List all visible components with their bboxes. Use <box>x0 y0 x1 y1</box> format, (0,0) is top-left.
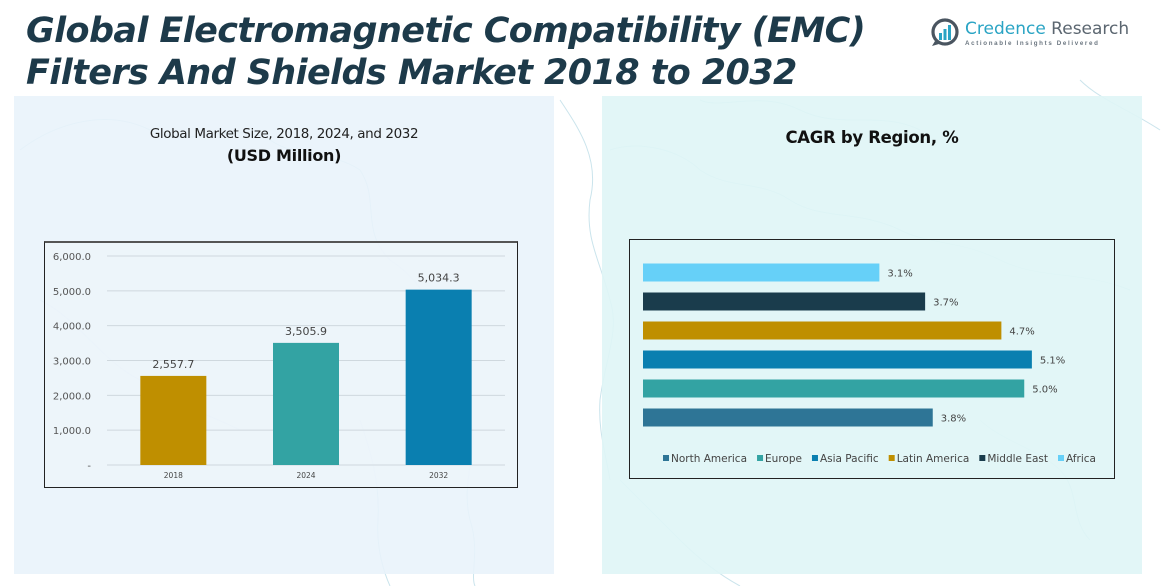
bar-value-label: 4.7% <box>1009 327 1034 338</box>
y-tick-label: - <box>87 461 91 472</box>
cagr-title: CAGR by Region, % <box>785 128 959 147</box>
legend-swatch <box>811 455 818 461</box>
market-size-unit: (USD Million) <box>226 146 342 165</box>
market-size-heading: Global Market Size, 2018, 2024, and 2032… <box>14 126 554 165</box>
legend-item-africa: Africa <box>1058 453 1096 465</box>
legend-label: Europe <box>765 453 802 465</box>
company-logo: Credence Research Actionable Insights De… <box>930 18 1129 48</box>
legend-label: Middle East <box>987 453 1048 465</box>
legend-item-asia-pacific: Asia Pacific <box>811 453 879 465</box>
x-tick-label: 2024 <box>296 471 315 480</box>
title-line-2: Filters And Shields Market 2018 to 2032 <box>26 53 797 93</box>
bar-value-label: 5.1% <box>1040 356 1065 367</box>
bar-2018 <box>140 375 207 465</box>
legend-label: Africa <box>1066 453 1096 465</box>
y-tick-label: 1,000.0 <box>53 426 91 437</box>
legend-swatch <box>888 455 895 461</box>
bar-value-label: 2,557.7 <box>152 358 194 371</box>
bar-value-label: 3.1% <box>887 269 912 280</box>
x-tick-label: 2018 <box>164 471 183 480</box>
page-title: Global Electromagnetic Compatibility (EM… <box>26 10 866 94</box>
legend-swatch <box>979 455 986 461</box>
bar-value-label: 5.0% <box>1032 385 1057 396</box>
bar-middle-east <box>643 292 926 311</box>
market-size-chart: - 1,000.0 2,000.0 3,000.0 4,000.0 5,000.0 6,00… <box>44 241 518 488</box>
legend-item-latin-america: Latin America <box>888 453 970 465</box>
legend-label: Asia Pacific <box>820 453 879 465</box>
logo-name: Credence Research <box>965 19 1130 39</box>
cagr-bar-chart: 3.8% 5.0% 5.1% 4.7% 3.7% 3.1% North America Eu… <box>643 263 1096 465</box>
legend-item-north-america: North America <box>663 453 747 465</box>
y-tick-label: 3,000.0 <box>53 357 91 368</box>
legend-swatch <box>663 455 669 461</box>
bar-asia-pacific <box>643 350 1032 369</box>
bar-africa <box>643 263 880 282</box>
cagr-chart: 3.8% 5.0% 5.1% 4.7% 3.7% 3.1% North America Eu… <box>629 239 1115 479</box>
bar-chart-magnifier-icon <box>931 18 959 46</box>
legend-item-middle-east: Middle East <box>979 453 1048 465</box>
market-size-bar-chart: - 1,000.0 2,000.0 3,000.0 4,000.0 5,000.0 6,00… <box>53 252 505 480</box>
legend-swatch <box>1058 455 1064 461</box>
bar-north-america <box>643 408 933 427</box>
bar-value-label: 5,034.3 <box>418 272 460 285</box>
legend-item-europe: Europe <box>757 453 802 465</box>
y-tick-label: 2,000.0 <box>53 391 91 402</box>
legend-label: North America <box>671 453 747 465</box>
bar-latin-america <box>643 321 1002 340</box>
logo-tagline: Actionable Insights Delivered <box>965 40 1100 47</box>
y-tick-label: 5,000.0 <box>53 287 91 298</box>
y-tick-label: 6,000.0 <box>53 252 91 263</box>
x-tick-label: 2032 <box>429 471 448 480</box>
y-tick-label: 4,000.0 <box>53 322 91 333</box>
legend-swatch <box>757 455 764 461</box>
bar-value-label: 3.8% <box>941 414 966 425</box>
bar-2032 <box>405 289 472 465</box>
bar-value-label: 3,505.9 <box>285 325 327 338</box>
bar-europe <box>643 379 1025 398</box>
bar-2024 <box>273 342 339 465</box>
legend-label: Latin America <box>897 453 970 465</box>
title-line-1: Global Electromagnetic Compatibility (EM… <box>26 11 866 51</box>
bar-value-label: 3.7% <box>933 298 958 309</box>
market-size-title: Global Market Size, 2018, 2024, and 2032 <box>149 126 419 142</box>
